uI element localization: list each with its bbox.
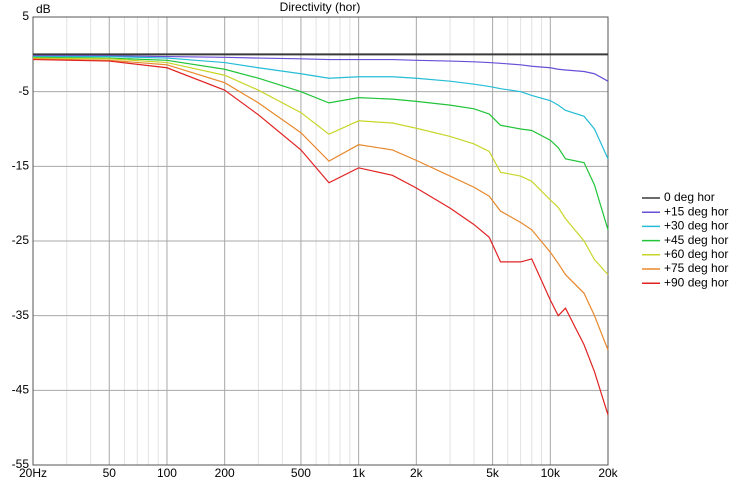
y-axis-label: dB (36, 2, 51, 16)
legend-label: +75 deg hor (664, 261, 728, 275)
x-tick-label: 100 (157, 466, 177, 480)
legend-label: +60 deg hor (664, 247, 728, 261)
x-tick-label: 50 (103, 466, 117, 480)
x-tick-label: 20Hz (19, 466, 47, 480)
y-tick-label: -45 (12, 383, 30, 397)
x-tick-label: 10k (541, 466, 561, 480)
x-tick-label: 200 (215, 466, 235, 480)
series-line (33, 55, 609, 82)
series-line (32, 58, 609, 351)
series-line (32, 57, 609, 276)
chart-title: Directivity (hor) (280, 0, 361, 14)
x-tick-label: 500 (291, 466, 311, 480)
x-tick-label: 2k (410, 466, 424, 480)
x-tick-label: 20k (598, 466, 618, 480)
x-tick-label: 1k (352, 466, 366, 480)
y-tick-label: -15 (12, 159, 30, 173)
legend-label: +45 deg hor (664, 233, 728, 247)
y-tick-label: -35 (12, 308, 30, 322)
x-tick-label: 5k (486, 466, 500, 480)
plot-border (32, 16, 609, 466)
legend-label: +90 deg hor (664, 275, 728, 289)
legend-label: +30 deg hor (664, 219, 728, 233)
y-tick-label: -5 (18, 84, 29, 98)
y-tick-label: -55 (12, 457, 30, 471)
legend-label: +15 deg hor (664, 204, 728, 218)
series-line (33, 55, 609, 160)
legend-label: 0 deg hor (664, 190, 715, 204)
y-tick-label: 5 (22, 9, 29, 23)
series-line (32, 56, 609, 230)
series-line (32, 58, 609, 416)
y-tick-label: -25 (12, 233, 30, 247)
